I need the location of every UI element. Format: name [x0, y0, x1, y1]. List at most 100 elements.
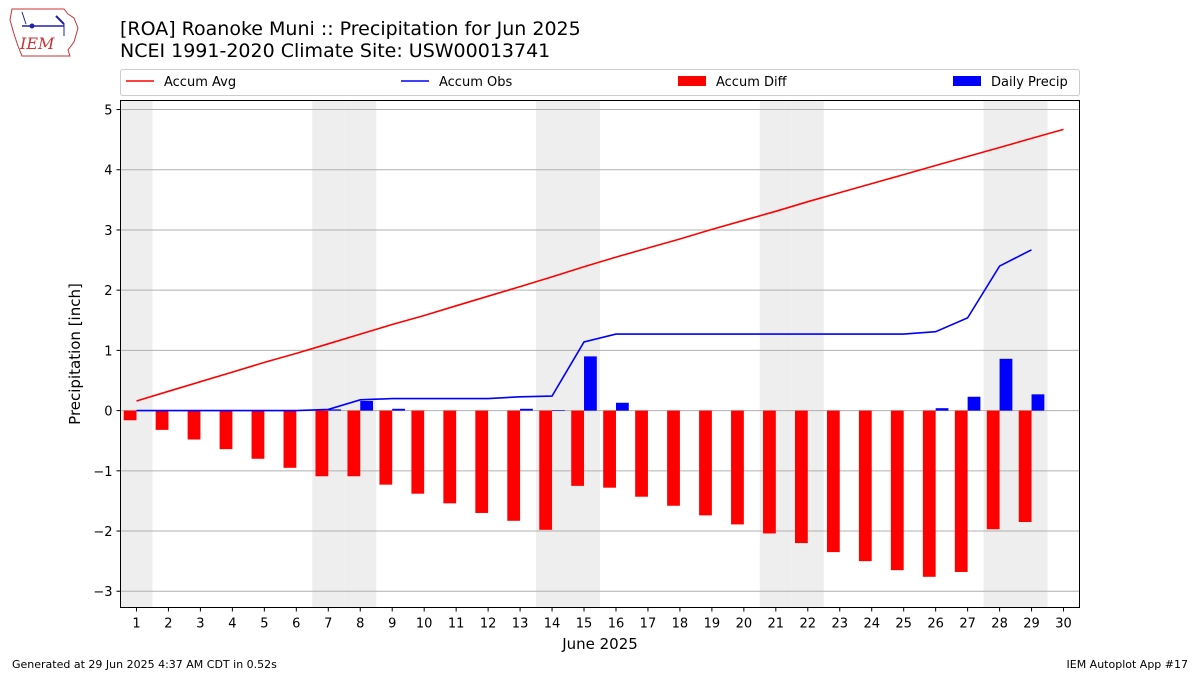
x-tick-label: 2: [164, 617, 172, 632]
x-tick-label: 18: [672, 617, 689, 632]
accum-diff-bar: [443, 410, 457, 504]
y-tick-label: 5: [104, 104, 112, 119]
y-tick-label: −3: [93, 585, 112, 600]
x-tick-label: 30: [1055, 617, 1072, 632]
accum-diff-bar: [954, 410, 968, 572]
daily-precip-bar: [392, 408, 406, 411]
x-tick-label: 20: [736, 617, 753, 632]
legend-label: Daily Precip: [991, 75, 1068, 90]
daily-precip-bar: [967, 396, 981, 411]
x-tick-label: 9: [388, 617, 396, 632]
daily-precip-bar: [1031, 394, 1045, 411]
weekend-band: [1015, 100, 1048, 608]
accum-avg-line: [136, 128, 1064, 402]
chart-subtitle: NCEI 1991-2020 Climate Site: USW00013741: [120, 40, 551, 62]
x-tick-label: 25: [895, 617, 912, 632]
iem-logo: IEM: [9, 8, 79, 57]
daily-precip-bar: [935, 408, 949, 411]
chart-title: [ROA] Roanoke Muni :: Precipitation for …: [120, 18, 581, 40]
x-tick-label: 3: [196, 617, 204, 632]
x-tick-label: 10: [416, 617, 433, 632]
x-tick-label: 1: [132, 617, 140, 632]
accum-obs-line: [136, 249, 1032, 412]
x-tick-label: 6: [292, 617, 300, 632]
y-tick-label: 1: [104, 344, 112, 359]
accum-diff-bar: [763, 410, 776, 534]
x-tick-label: 17: [640, 617, 657, 632]
accum-diff-bar: [539, 410, 553, 530]
accum-diff-bar: [571, 410, 585, 486]
x-tick-label: 16: [608, 617, 625, 632]
x-tick-label: 22: [800, 617, 817, 632]
x-tick-label: 28: [991, 617, 1008, 632]
x-tick-label: 29: [1023, 617, 1040, 632]
y-tick-label: 2: [104, 284, 112, 299]
accum-diff-bar: [507, 410, 521, 521]
x-tick-label: 7: [324, 617, 332, 632]
y-tick-label: −1: [93, 465, 112, 480]
daily-precip-bar: [328, 409, 342, 411]
accum-diff-bar: [890, 410, 904, 571]
app-id: IEM Autoplot App #17: [1066, 658, 1189, 671]
accum-diff-bar: [635, 410, 648, 497]
accum-diff-bar: [731, 410, 744, 525]
accum-diff-bar: [922, 410, 936, 577]
x-tick-label: 24: [863, 617, 880, 632]
x-tick-label: 13: [512, 617, 529, 632]
weekend-band: [120, 100, 153, 608]
legend-label: Accum Obs: [439, 75, 512, 90]
accum-diff-bar: [667, 410, 680, 506]
accum-diff-bar: [155, 410, 169, 430]
x-tick-label: 27: [959, 617, 976, 632]
daily-precip-bar: [615, 402, 629, 411]
y-tick-label: 4: [104, 164, 112, 179]
legend-swatch: [953, 76, 981, 86]
weekend-band: [568, 100, 600, 608]
daily-precip-bar: [520, 408, 533, 411]
accum-diff-bar: [1018, 410, 1032, 522]
daily-precip-bar: [999, 358, 1013, 411]
daily-precip-bar: [552, 409, 565, 411]
accum-diff-bar: [699, 410, 712, 516]
accum-diff-bar: [283, 410, 297, 468]
x-tick-label: 5: [260, 617, 268, 632]
y-tick-label: 0: [104, 405, 112, 420]
y-tick-label: 3: [104, 224, 112, 239]
legend-box: [120, 69, 1080, 96]
legend-label: Accum Avg: [164, 75, 236, 90]
x-tick-label: 12: [480, 617, 497, 632]
accum-diff-bar: [986, 410, 1000, 530]
accum-diff-bar: [826, 410, 840, 553]
daily-precip-bar: [360, 400, 374, 411]
accum-diff-bar: [315, 410, 329, 477]
x-tick-label: 14: [544, 617, 561, 632]
x-tick-label: 4: [228, 617, 236, 632]
x-tick-label: 8: [356, 617, 364, 632]
accum-diff-bar: [187, 410, 201, 440]
accum-diff-bar: [858, 410, 872, 562]
x-axis-label: June 2025: [561, 635, 638, 653]
legend-label: Accum Diff: [716, 75, 788, 90]
accum-diff-bar: [411, 410, 425, 494]
y-axis-label: Precipitation [inch]: [66, 283, 84, 425]
x-tick-label: 21: [768, 617, 785, 632]
accum-diff-bar: [794, 410, 808, 544]
accum-diff-bar: [475, 410, 489, 513]
x-tick-label: 11: [448, 617, 465, 632]
plot-frame: [120, 100, 1080, 608]
accum-diff-bar: [219, 410, 233, 450]
generated-timestamp: Generated at 29 Jun 2025 4:37 AM CDT in …: [12, 658, 277, 671]
weekend-band: [312, 100, 345, 608]
x-tick-label: 19: [704, 617, 721, 632]
y-tick-label: −2: [93, 525, 112, 540]
accum-diff-bar: [123, 410, 137, 421]
daily-precip-bar: [584, 356, 597, 411]
accum-diff-bar: [347, 410, 361, 477]
x-tick-label: 23: [831, 617, 848, 632]
x-tick-label: 15: [576, 617, 593, 632]
legend-swatch: [678, 76, 706, 86]
accum-diff-bar: [379, 410, 393, 485]
accum-diff-bar: [251, 410, 265, 459]
weekend-band: [344, 100, 377, 608]
